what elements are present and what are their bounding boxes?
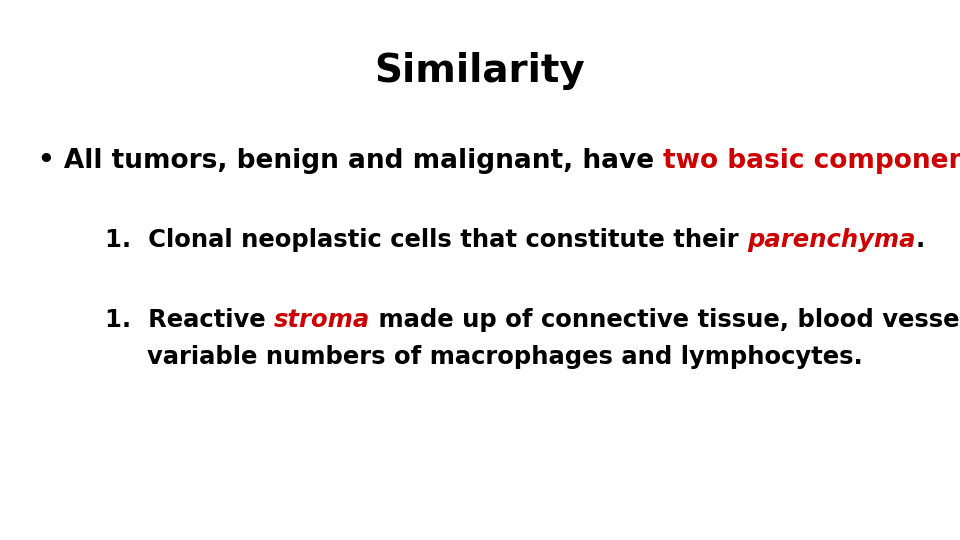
Text: two basic components:: two basic components: (663, 148, 960, 174)
Text: variable numbers of macrophages and lymphocytes.: variable numbers of macrophages and lymp… (147, 345, 863, 369)
Text: • All tumors, benign and malignant, have: • All tumors, benign and malignant, have (38, 148, 663, 174)
Text: .: . (916, 228, 924, 252)
Text: stroma: stroma (275, 308, 371, 332)
Text: 1.  Reactive: 1. Reactive (105, 308, 275, 332)
Text: parenchyma: parenchyma (747, 228, 916, 252)
Text: Similarity: Similarity (374, 52, 586, 90)
Text: 1.  Clonal neoplastic cells that constitute their: 1. Clonal neoplastic cells that constitu… (105, 228, 747, 252)
Text: made up of connective tissue, blood vessels, and: made up of connective tissue, blood vess… (371, 308, 960, 332)
